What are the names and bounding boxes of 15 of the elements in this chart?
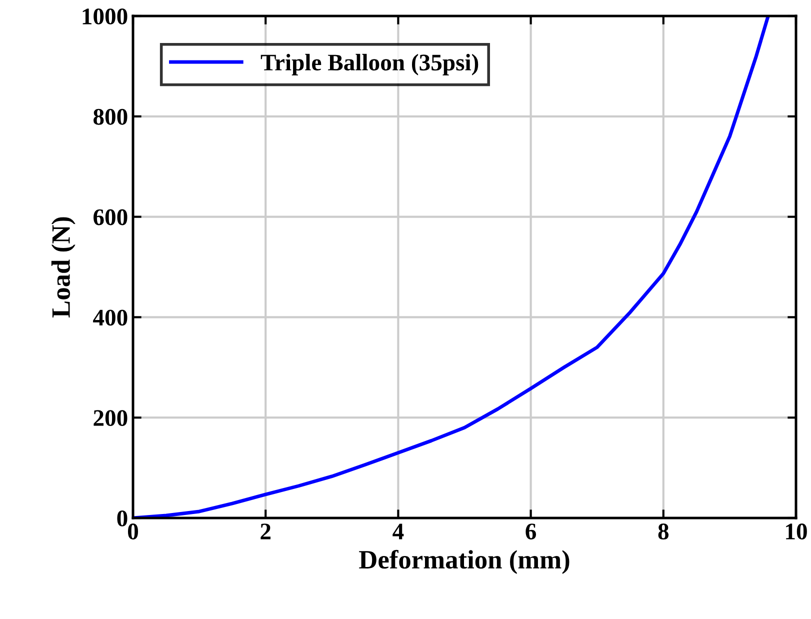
y-tick-label: 1000 bbox=[82, 8, 128, 24]
x-tick-label: 0 bbox=[128, 524, 138, 540]
y-tick-label: 200 bbox=[94, 410, 128, 426]
x-tick-label: 6 bbox=[526, 524, 536, 540]
y-tick-label: 400 bbox=[93, 310, 128, 326]
x-tick-label: 8 bbox=[658, 524, 669, 540]
y-tick-label: 800 bbox=[94, 108, 128, 125]
y-tick-label: 0 bbox=[117, 510, 128, 526]
y-tick-label: 600 bbox=[94, 209, 128, 226]
x-tick-label: 4 bbox=[392, 524, 404, 540]
y-axis-title: Load (N) bbox=[51, 217, 76, 318]
x-tick-label: 10 bbox=[786, 524, 807, 540]
x-tick-label: 2 bbox=[260, 524, 270, 540]
legend-label: Triple Balloon (35psi) bbox=[260, 54, 478, 76]
x-axis-title: Deformation (mm) bbox=[359, 550, 570, 574]
